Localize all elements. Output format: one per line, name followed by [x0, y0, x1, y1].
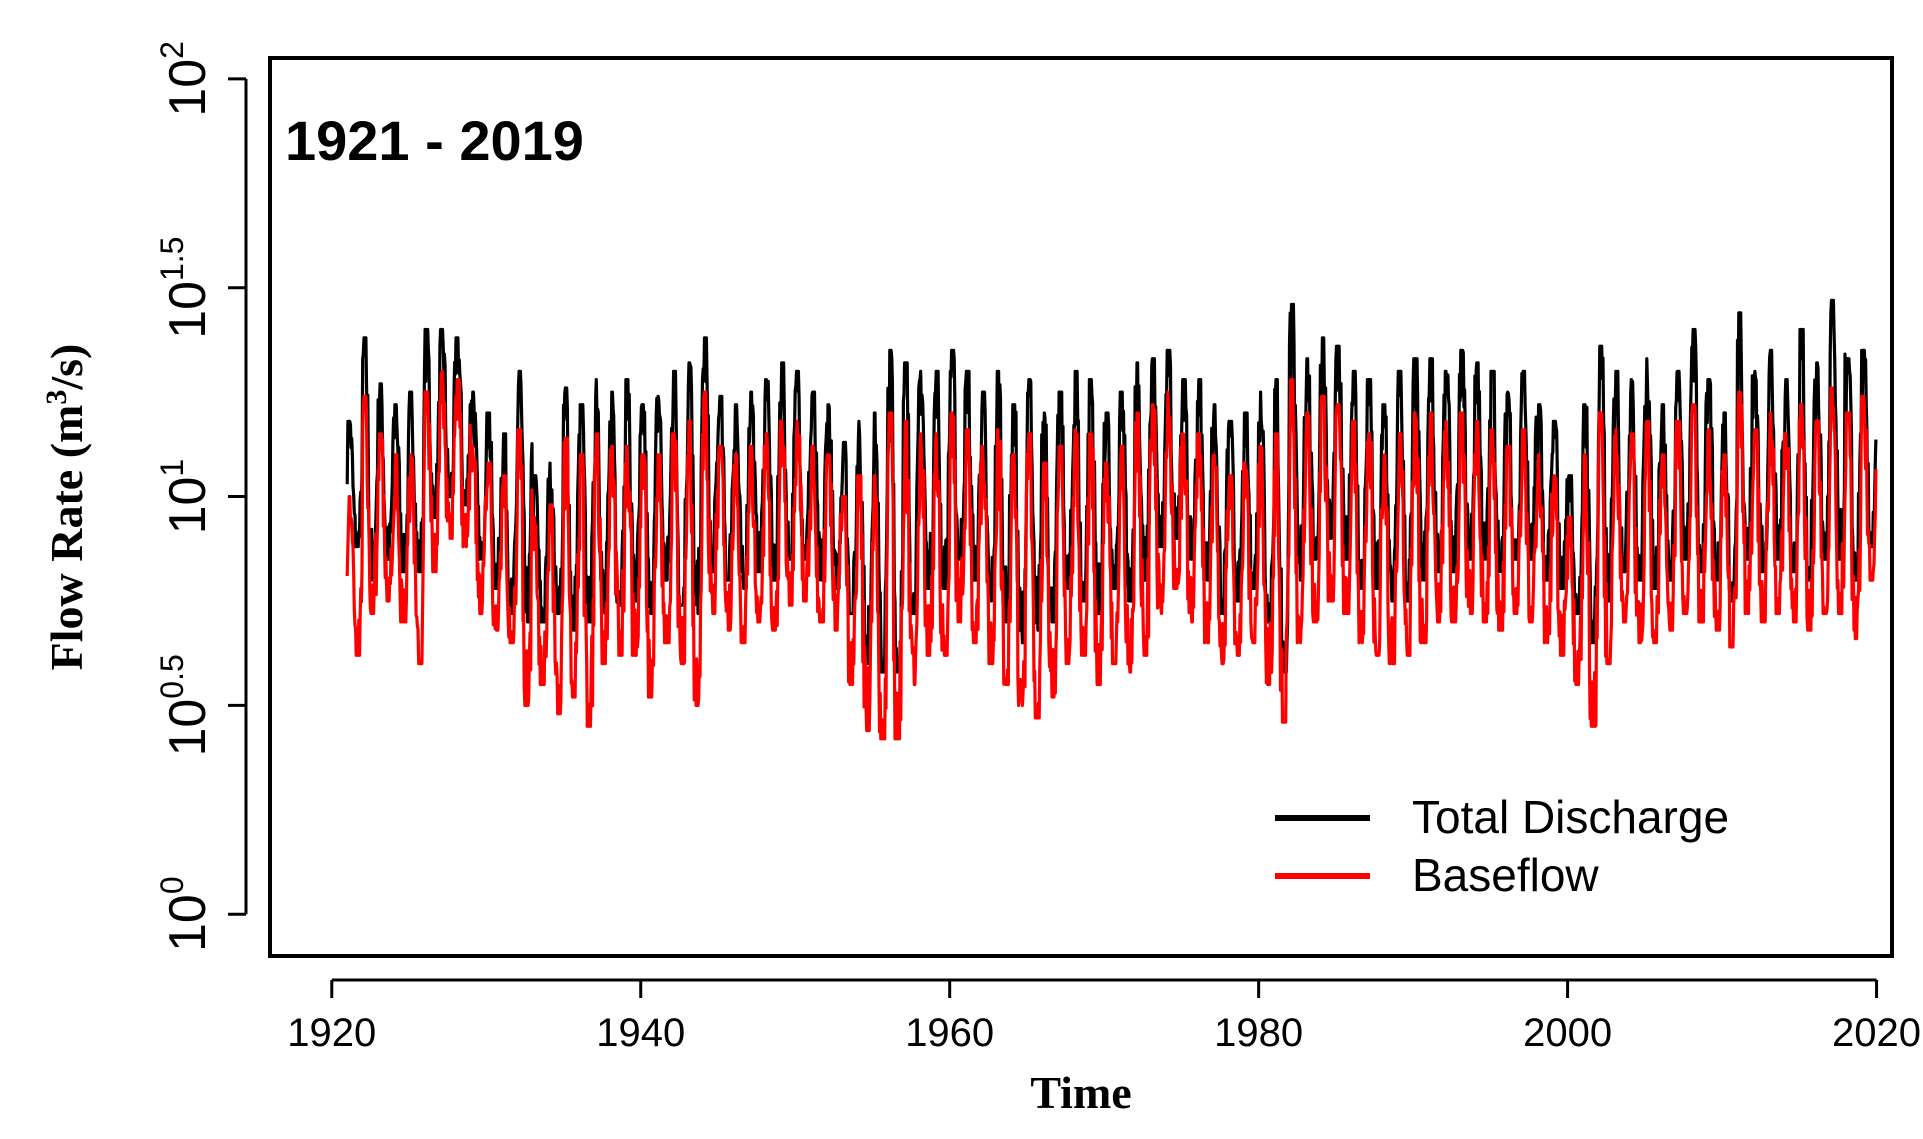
axes-layer: 1920 1940 1960 1980 2000 2020100100.5101101.5… [154, 41, 1921, 1055]
legend-label-total-discharge: Total Discharge [1412, 791, 1729, 843]
y-tick-base: 10 [159, 894, 217, 952]
y-tick-exponent: 1.5 [154, 237, 190, 281]
x-axis-title: Time [1030, 1067, 1131, 1118]
y-axis-title: Flow Rate (m3/s) [40, 344, 92, 671]
x-tick-label: 1980 [1214, 1011, 1303, 1055]
y-tick-base: 10 [159, 699, 217, 757]
y-tick-label: 100.5 [154, 654, 217, 756]
series-layer [345, 298, 1878, 741]
plot-frame [268, 56, 1894, 958]
x-tick-label: 2000 [1523, 1011, 1612, 1055]
x-tick-label: 1940 [596, 1011, 685, 1055]
x-tick-label: 2020 [1832, 1011, 1921, 1055]
y-axis-title-superscript: 3 [40, 390, 73, 405]
y-tick-label: 101 [154, 459, 217, 535]
x-tick-label: 1920 [287, 1011, 376, 1055]
y-tick-label: 101.5 [154, 237, 217, 339]
y-tick-label: 100 [154, 876, 217, 952]
y-tick-exponent: 0.5 [154, 654, 190, 698]
x-tick-label: 1960 [905, 1011, 994, 1055]
y-tick-label: 102 [154, 41, 217, 117]
period-annotation: 1921 - 2019 [285, 109, 584, 172]
y-tick-base: 10 [159, 477, 217, 535]
y-tick-exponent: 0 [154, 876, 190, 894]
y-axis-title-main: Flow Rate (m [41, 405, 92, 671]
legend: Total Discharge Baseflow [1275, 791, 1729, 901]
y-tick-exponent: 1 [154, 459, 190, 477]
y-axis-title-unit: /s) [41, 344, 92, 391]
legend-label-baseflow: Baseflow [1412, 849, 1599, 901]
series-line-baseflow [345, 369, 1878, 741]
y-tick-base: 10 [159, 281, 217, 339]
y-tick-base: 10 [159, 59, 217, 117]
y-tick-exponent: 2 [154, 41, 190, 59]
